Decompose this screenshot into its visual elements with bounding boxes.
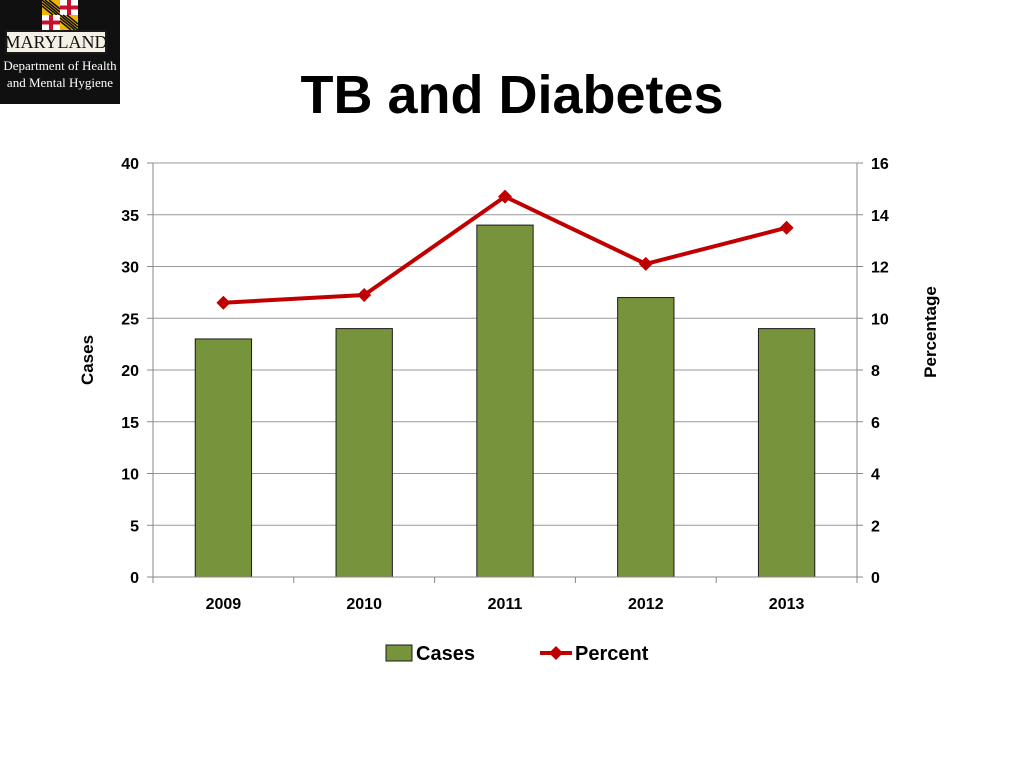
legend: Cases Percent: [385, 643, 649, 665]
y2-tick-label: 12: [871, 260, 889, 277]
legend-marker-percent: [549, 646, 563, 660]
logo-text: Department of Health and Mental Hygiene: [2, 57, 118, 91]
percent-point-2010: [357, 287, 372, 302]
y-axis-right-ticks: 0 2 4 6 8 10 12 14 16: [871, 156, 889, 587]
bar-2013: [757, 328, 816, 578]
chart-title: TB and Diabetes: [300, 65, 724, 125]
x-tick-label: 2011: [488, 596, 523, 613]
legend-swatch-cases: [385, 644, 413, 662]
y2-tick-label: 16: [871, 156, 889, 173]
y-tick-label: 40: [121, 156, 139, 173]
bar-2012: [617, 297, 675, 578]
y-axis-left-ticks: 0 5 10 15 20 25 30 35 40: [121, 156, 139, 587]
y2-tick-label: 0: [871, 570, 880, 587]
line-series-percent: [216, 189, 794, 310]
y2-tick-label: 8: [871, 363, 880, 380]
x-tick-label: 2012: [628, 596, 664, 613]
y2-tick-label: 2: [871, 518, 880, 535]
y2-tick-label: 10: [871, 311, 889, 328]
bar-2009: [194, 338, 253, 578]
maryland-flag-icon: [42, 0, 78, 30]
y-tick-label: 30: [121, 260, 139, 277]
percent-point-2011: [498, 189, 512, 204]
bar-series-cases: [194, 224, 816, 578]
percent-point-2009: [216, 295, 231, 310]
bar-2011: [476, 224, 534, 578]
x-tick-label: 2010: [346, 596, 382, 613]
percent-point-2012: [638, 256, 653, 271]
y-tick-label: 5: [130, 518, 139, 535]
x-tick-label: 2009: [206, 596, 242, 613]
bar-2010: [335, 328, 393, 578]
logo-line-2: and Mental Hygiene: [6, 75, 114, 90]
y-axis-title: Cases: [78, 335, 97, 385]
legend-label-percent: Percent: [575, 643, 649, 665]
x-axis-ticks: 2009 2010 2011 2012 2013: [206, 596, 805, 613]
y2-tick-label: 14: [871, 208, 889, 225]
y-tick-label: 25: [121, 311, 139, 328]
logo-banner: MARYLAND: [5, 30, 108, 54]
y2-tick-label: 6: [871, 415, 880, 432]
y-tick-label: 0: [130, 570, 139, 587]
percent-point-2013: [779, 220, 794, 235]
y-tick-label: 20: [121, 363, 139, 380]
maryland-dhmh-logo: MARYLAND Department of Health and Mental…: [0, 0, 120, 104]
y-tick-label: 15: [121, 415, 139, 432]
y-tick-label: 35: [121, 208, 139, 225]
x-tick-label: 2013: [769, 596, 805, 613]
y2-tick-label: 4: [871, 467, 880, 484]
y-tick-label: 10: [121, 467, 139, 484]
y2-axis-title: Percentage: [921, 286, 940, 378]
logo-line-1: Department of Health: [3, 58, 117, 73]
legend-label-cases: Cases: [416, 643, 475, 665]
axes: [147, 162, 863, 583]
